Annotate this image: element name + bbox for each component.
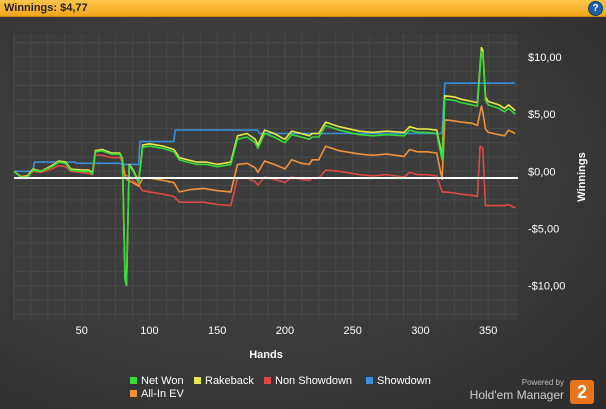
- x-tick-label: 200: [276, 325, 294, 337]
- y-tick-label: $0,00: [528, 166, 556, 178]
- showdown-swatch: [366, 376, 373, 384]
- x-tick-label: 50: [76, 325, 88, 337]
- legend-item-non-showdown[interactable]: Non Showdown: [264, 375, 352, 387]
- title-bar: Winnings: $4,77 ?: [0, 0, 606, 17]
- powered-by-text: Powered by: [521, 378, 564, 387]
- y-axis-title: Winnings: [576, 152, 588, 201]
- y-tick-label: -$10,00: [528, 281, 565, 293]
- legend-label: Showdown: [377, 375, 431, 387]
- grid: [13, 34, 518, 320]
- x-tick-label: 300: [411, 325, 429, 337]
- net-won-swatch: [130, 376, 137, 384]
- legend-item-all-in-ev[interactable]: All-In EV: [130, 388, 184, 400]
- legend-item-showdown[interactable]: Showdown: [366, 375, 431, 387]
- non-showdown-swatch: [264, 376, 271, 384]
- y-tick-label: -$5,00: [528, 223, 559, 235]
- y-tick-labels: $10,00 $5,00 $0,00 -$5,00 -$10,00: [528, 52, 565, 293]
- legend-item-rakeback[interactable]: Rakeback: [194, 375, 254, 387]
- legend-label: Net Won: [141, 375, 184, 387]
- winnings-summary: Winnings: $4,77: [4, 2, 88, 14]
- brand-logo: Powered by Hold'em Manager 2: [470, 378, 600, 406]
- x-tick-labels: 50 100 150 200 250 300 350: [76, 325, 498, 337]
- legend-label: Rakeback: [205, 375, 254, 387]
- x-tick-label: 250: [344, 325, 362, 337]
- y-tick-label: $10,00: [528, 52, 562, 64]
- x-tick-label: 350: [479, 325, 497, 337]
- winnings-label: Winnings:: [4, 2, 58, 14]
- hm2-logo-icon: 2: [570, 380, 594, 404]
- x-tick-label: 150: [208, 325, 226, 337]
- rakeback-swatch: [194, 376, 201, 384]
- legend-item-net-won[interactable]: Net Won: [130, 375, 184, 387]
- series-lines: [13, 46, 516, 287]
- x-axis-title: Hands: [249, 349, 283, 361]
- series-line-non-showdown: [13, 145, 516, 209]
- legend-label: All-In EV: [141, 388, 184, 400]
- brand-name: Hold'em Manager: [469, 388, 564, 402]
- help-icon[interactable]: ?: [588, 1, 603, 16]
- x-tick-label: 100: [140, 325, 158, 337]
- winnings-value: $4,77: [60, 2, 88, 14]
- legend-label: Non Showdown: [275, 375, 353, 387]
- series-line-net-won: [13, 50, 516, 287]
- y-tick-label: $5,00: [528, 109, 556, 121]
- all-in-ev-swatch: [130, 389, 137, 397]
